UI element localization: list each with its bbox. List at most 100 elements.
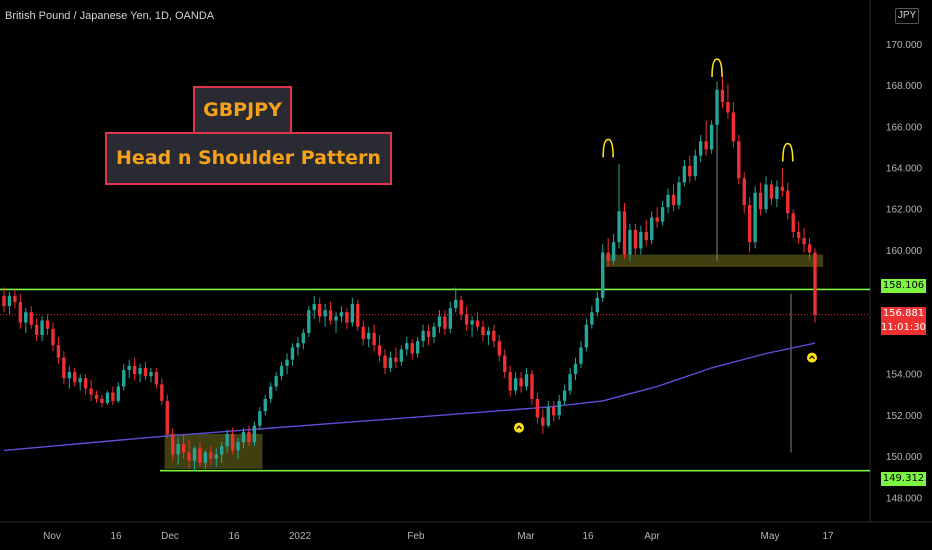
moving-average-line xyxy=(3,342,816,452)
left-shoulder-marker xyxy=(602,138,614,158)
candle-body xyxy=(181,444,186,453)
candle-body xyxy=(100,398,104,403)
price-axis[interactable] xyxy=(870,0,932,550)
candle-body xyxy=(56,345,61,358)
candle-body xyxy=(677,182,681,206)
candle-body xyxy=(470,320,474,325)
candle-body xyxy=(579,347,583,364)
y-tick-label: 154.000 xyxy=(886,370,923,381)
candle-body xyxy=(296,343,300,348)
candle-body xyxy=(786,190,790,214)
candle-body xyxy=(622,211,627,255)
candle-body xyxy=(236,442,240,451)
candle-body xyxy=(688,165,692,177)
candle-body xyxy=(481,326,485,335)
candle-body xyxy=(83,378,88,389)
candle-body xyxy=(541,417,545,426)
candle-body xyxy=(203,452,208,463)
candle-body xyxy=(660,207,665,222)
candle-body xyxy=(535,398,540,418)
low-marker-chevron xyxy=(516,425,522,430)
candle-body xyxy=(546,407,550,426)
candle-body xyxy=(29,312,33,325)
candle-body xyxy=(51,328,55,346)
x-tick-label: 17 xyxy=(822,531,834,542)
target-marker xyxy=(807,352,817,363)
y-tick-label: 170.000 xyxy=(886,40,923,51)
candle-body xyxy=(530,374,534,399)
low-marker xyxy=(514,422,524,433)
candle-body xyxy=(67,372,72,379)
candle-body xyxy=(601,252,605,298)
y-tick-label: 150.000 xyxy=(886,452,923,463)
x-tick-label: May xyxy=(761,531,780,542)
candle-body xyxy=(132,365,137,375)
candle-body xyxy=(350,304,355,323)
candle-body xyxy=(650,217,654,241)
candle-body xyxy=(704,141,708,150)
candle-body xyxy=(361,326,365,340)
candle-body xyxy=(111,392,115,401)
candle-body xyxy=(399,349,404,362)
candle-body xyxy=(584,324,589,348)
candle-body xyxy=(410,343,414,354)
candle-body xyxy=(573,363,578,375)
candle-body xyxy=(247,431,251,443)
x-tick-label: Apr xyxy=(644,531,660,542)
candle-body xyxy=(366,332,371,340)
neckline-zone xyxy=(605,254,824,267)
candle-body xyxy=(388,357,393,368)
candle-body xyxy=(78,378,82,383)
candle-body xyxy=(171,433,175,455)
candle-body xyxy=(590,312,594,325)
candle-body xyxy=(737,141,741,179)
candle-body xyxy=(192,448,197,461)
ticker-label-box: GBPJPY xyxy=(193,86,292,135)
candle-body xyxy=(2,295,6,307)
candle-body xyxy=(780,186,785,191)
candle-body xyxy=(285,359,289,366)
candle-body xyxy=(524,374,529,387)
x-tick-label: 2022 xyxy=(289,531,312,542)
candle-body xyxy=(323,310,327,317)
candle-body xyxy=(214,454,218,459)
candle-body xyxy=(454,299,458,309)
candle-body xyxy=(122,369,126,387)
x-tick-label: 16 xyxy=(110,531,122,542)
candle-body xyxy=(415,341,420,354)
y-tick-label: 166.000 xyxy=(886,122,923,133)
candle-body xyxy=(552,407,556,416)
y-tick-label: 164.000 xyxy=(886,164,923,175)
candle-body xyxy=(492,330,496,342)
candle-body xyxy=(383,355,387,368)
candle-body xyxy=(62,357,66,379)
candle-body xyxy=(633,229,638,249)
candle-body xyxy=(513,378,518,391)
candle-body xyxy=(655,217,659,222)
candle-body xyxy=(747,205,752,243)
candle-body xyxy=(459,299,463,315)
candle-body xyxy=(557,400,561,416)
candle-body xyxy=(269,386,273,399)
candle-body xyxy=(715,89,719,125)
candle-body xyxy=(377,345,382,356)
candle-body xyxy=(209,452,213,459)
candle-body xyxy=(372,332,376,346)
resistance-price-tag: 158.106 xyxy=(881,279,926,293)
candle-body xyxy=(149,372,153,377)
currency-button[interactable]: JPY xyxy=(895,8,919,24)
right-shoulder-marker xyxy=(781,142,794,162)
candle-body xyxy=(671,194,676,206)
candle-body xyxy=(394,357,398,362)
candle-body xyxy=(769,184,774,199)
candle-body xyxy=(758,192,763,210)
candle-body xyxy=(617,211,621,243)
candle-body xyxy=(345,312,349,323)
candle-body xyxy=(154,372,159,385)
target-marker-chevron xyxy=(809,355,815,360)
candle-body xyxy=(666,194,670,208)
candle-body xyxy=(421,330,425,342)
candle-body xyxy=(312,304,316,311)
candle-body xyxy=(13,295,17,302)
